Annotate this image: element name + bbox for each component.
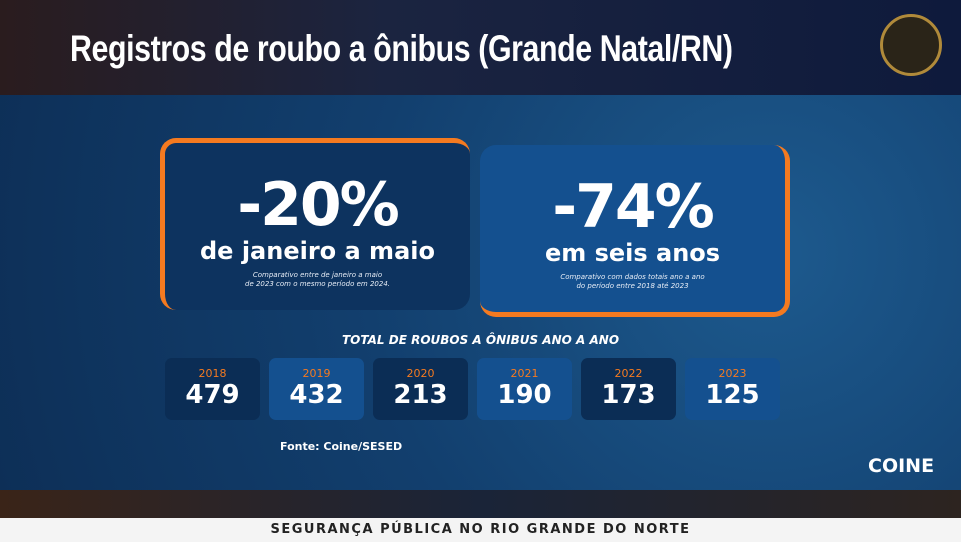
logo: COINE <box>868 455 935 477</box>
header-band <box>0 0 961 95</box>
year-value: 432 <box>289 380 344 410</box>
emblem <box>880 14 942 76</box>
stat-value: -74% <box>552 172 715 242</box>
year-box: 2023 125 <box>685 358 780 420</box>
year: 2018 <box>198 367 227 380</box>
strip <box>0 490 961 518</box>
year-box: 2022 173 <box>581 358 676 420</box>
yearly-title: TOTAL DE ROUBOS A ÔNIBUS ANO A ANO <box>341 333 620 347</box>
year-box: 2021 190 <box>477 358 572 420</box>
year-value: 173 <box>601 380 656 410</box>
stat-label: em seis anos <box>544 239 721 267</box>
note-line: Comparativo com dados totais ano a ano <box>560 273 705 281</box>
note-line: do período entre 2018 até 2023 <box>576 282 689 290</box>
stat-note: Comparativo entre de janeiro a maio de 20… <box>165 271 470 289</box>
year-box: 2020 213 <box>373 358 468 420</box>
year: 2023 <box>718 367 747 380</box>
year-value: 190 <box>497 380 552 410</box>
year: 2020 <box>406 367 435 380</box>
stat-label: de janeiro a maio <box>200 237 435 265</box>
note-line: Comparativo entre de janeiro a maio <box>252 271 383 279</box>
source: Fonte: Coine/SESED <box>280 440 403 453</box>
year: 2019 <box>302 367 331 380</box>
year-value: 213 <box>393 380 448 410</box>
year: 2021 <box>510 367 539 380</box>
footer: SEGURANÇA PÚBLICA NO RIO GRANDE DO NORTE <box>0 518 961 542</box>
year: 2022 <box>614 367 643 380</box>
note-line: de 2023 com o mesmo período em 2024. <box>245 280 390 288</box>
stat-card: -74% em seis anos Comparativo com dados to… <box>480 145 790 317</box>
year-box: 2018 479 <box>165 358 260 420</box>
year-box: 2019 432 <box>269 358 364 420</box>
stat-value: -20% <box>237 170 400 240</box>
stat-note: Comparativo com dados totais ano a ano do… <box>480 273 785 291</box>
stat-card: -20% de janeiro a maio Comparativo entre d… <box>160 138 470 310</box>
title: Registros de roubo a ônibus (Grande Nata… <box>70 28 733 69</box>
year-value: 479 <box>185 380 240 410</box>
year-value: 125 <box>705 380 760 410</box>
